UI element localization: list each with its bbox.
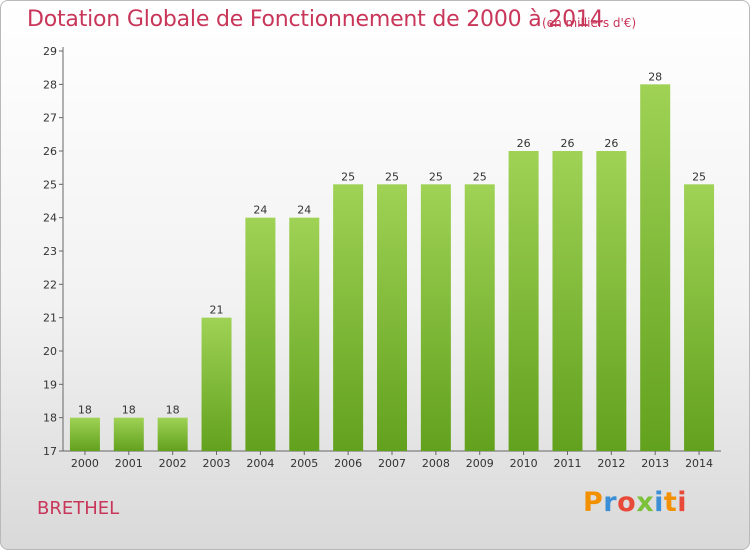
y-tick-label: 24 <box>43 212 57 225</box>
data-label: 24 <box>253 204 267 217</box>
x-tick-label: 2006 <box>334 457 362 470</box>
bar <box>69 417 100 451</box>
bar <box>157 417 188 451</box>
data-label: 18 <box>78 404 92 417</box>
data-label: 18 <box>122 404 136 417</box>
bar <box>245 217 276 451</box>
bar <box>201 317 232 451</box>
bar <box>508 151 539 451</box>
chart-title: Dotation Globale de Fonctionnement de 20… <box>27 7 604 32</box>
x-tick-label: 2014 <box>685 457 713 470</box>
y-tick-label: 17 <box>43 445 57 458</box>
y-tick-label: 23 <box>43 245 57 258</box>
data-label: 26 <box>517 137 531 150</box>
x-tick-label: 2004 <box>246 457 274 470</box>
x-tick-label: 2008 <box>422 457 450 470</box>
x-tick-label: 2000 <box>71 457 99 470</box>
data-label: 24 <box>297 204 311 217</box>
data-label: 18 <box>166 404 180 417</box>
data-label: 25 <box>385 170 399 183</box>
x-tick-label: 2010 <box>510 457 538 470</box>
logo-letter: o <box>617 487 637 518</box>
data-label: 25 <box>473 170 487 183</box>
y-tick-label: 18 <box>43 412 57 425</box>
data-label: 25 <box>429 170 443 183</box>
logo-letter: P <box>583 487 604 518</box>
x-tick-label: 2005 <box>290 457 318 470</box>
y-tick-label: 27 <box>43 112 57 125</box>
y-tick-label: 21 <box>43 312 57 325</box>
data-label: 26 <box>560 137 574 150</box>
y-tick-label: 20 <box>43 345 57 358</box>
chart-subtitle: (en milliers d'€) <box>542 16 637 30</box>
bar <box>377 184 407 452</box>
bar <box>684 184 715 452</box>
data-label: 26 <box>604 137 618 150</box>
y-tick-label: 29 <box>43 45 57 58</box>
bar <box>464 184 495 452</box>
bar <box>113 417 144 451</box>
logo-letter: i <box>677 487 688 518</box>
data-label: 25 <box>692 170 706 183</box>
data-label: 28 <box>648 70 662 83</box>
logo-letter: i <box>654 487 664 518</box>
y-tick-label: 22 <box>43 278 57 291</box>
y-tick-label: 28 <box>43 78 57 91</box>
x-tick-label: 2003 <box>203 457 231 470</box>
x-tick-label: 2007 <box>378 457 406 470</box>
logo-letter: x <box>636 487 655 518</box>
commune-name: BRETHEL <box>37 498 120 519</box>
x-tick-label: 2009 <box>466 457 494 470</box>
bar <box>596 151 627 451</box>
x-tick-label: 2002 <box>159 457 187 470</box>
logo-letter: r <box>603 487 618 518</box>
data-label: 21 <box>210 304 224 317</box>
bar <box>289 217 320 451</box>
bar <box>420 184 451 452</box>
x-tick-label: 2012 <box>597 457 625 470</box>
x-tick-label: 2011 <box>553 457 581 470</box>
x-tick-label: 2001 <box>115 457 143 470</box>
x-tick-label: 2013 <box>641 457 669 470</box>
y-tick-label: 25 <box>43 178 57 191</box>
data-label: 25 <box>341 170 355 183</box>
y-tick-label: 19 <box>43 378 57 391</box>
y-tick-label: 26 <box>43 145 57 158</box>
bar <box>552 151 583 451</box>
proxiti-logo: Proxiti <box>583 487 687 518</box>
bar <box>640 84 671 451</box>
bar <box>333 184 364 452</box>
logo-letter: t <box>663 487 678 518</box>
